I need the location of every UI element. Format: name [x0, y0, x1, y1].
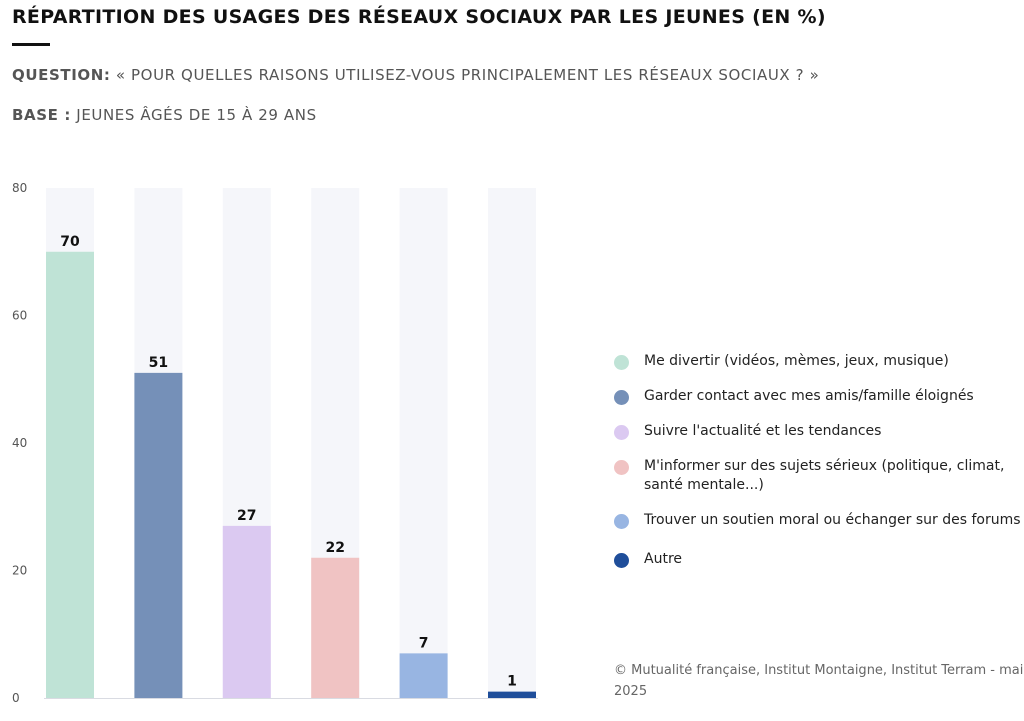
legend-label: Me divertir (vidéos, mèmes, jeux, musiqu…	[644, 353, 949, 369]
bar-chart: 0 20 40 60 80 70 51 27 22 7 1	[12, 181, 538, 705]
legend-swatch	[614, 514, 629, 529]
legend-swatch	[614, 460, 629, 475]
bar	[46, 251, 94, 698]
chart-legend: Me divertir (vidéos, mèmes, jeux, musiqu…	[612, 352, 1022, 569]
legend-item: Suivre l'actualité et les tendances	[612, 422, 1022, 441]
source-credit: © Mutualité française, Institut Montaign…	[614, 663, 1024, 699]
bar-track	[488, 188, 536, 698]
bar	[134, 372, 183, 698]
y-tick-label: 0	[12, 691, 20, 705]
legend-label: M'informer sur des sujets sérieux (polit…	[644, 458, 1005, 493]
chart-title: RÉPARTITION DES USAGES DES RÉSEAUX SOCIA…	[12, 6, 826, 28]
base-line: BASE : JEUNES ÂGÉS DE 15 À 29 ANS	[12, 106, 317, 124]
bar	[311, 557, 360, 698]
bar-value-label: 70	[60, 234, 80, 250]
legend-label: Garder contact avec mes amis/famille élo…	[644, 388, 974, 404]
bar	[399, 653, 448, 698]
legend-label: Autre	[644, 551, 683, 567]
base-label: BASE :	[12, 106, 71, 124]
bar-value-label: 51	[149, 355, 168, 371]
bar-track	[399, 188, 448, 698]
question-line: QUESTION: « POUR QUELLES RAISONS UTILISE…	[12, 66, 819, 84]
legend-label: Trouver un soutien moral ou échanger sur…	[644, 512, 1021, 528]
legend-swatch	[614, 425, 629, 440]
bar-value-label: 27	[237, 508, 256, 524]
bar-value-label: 22	[325, 540, 344, 556]
legend-item: Trouver un soutien moral ou échanger sur…	[612, 511, 1022, 530]
legend-item: Me divertir (vidéos, mèmes, jeux, musiqu…	[612, 352, 1022, 371]
bar	[488, 691, 536, 698]
legend-label: Suivre l'actualité et les tendances	[644, 423, 882, 439]
question-label: QUESTION:	[12, 66, 111, 84]
legend-item: M'informer sur des sujets sérieux (polit…	[612, 457, 1022, 495]
legend-item: Garder contact avec mes amis/famille élo…	[612, 387, 1022, 406]
bar-value-label: 1	[507, 674, 517, 690]
base-text: JEUNES ÂGÉS DE 15 À 29 ANS	[76, 106, 317, 124]
y-tick-label: 80	[12, 181, 27, 195]
title-underline	[12, 43, 50, 46]
y-tick-label: 60	[12, 309, 27, 323]
legend-swatch	[614, 390, 629, 405]
y-tick-label: 20	[12, 564, 27, 578]
legend-swatch	[614, 355, 629, 370]
question-text: « POUR QUELLES RAISONS UTILISEZ-VOUS PRI…	[115, 66, 820, 84]
bar	[222, 525, 271, 698]
legend-item: Autre	[612, 550, 1022, 569]
bar-value-label: 7	[419, 635, 429, 651]
legend-swatch	[614, 553, 629, 568]
y-tick-label: 40	[12, 436, 27, 450]
